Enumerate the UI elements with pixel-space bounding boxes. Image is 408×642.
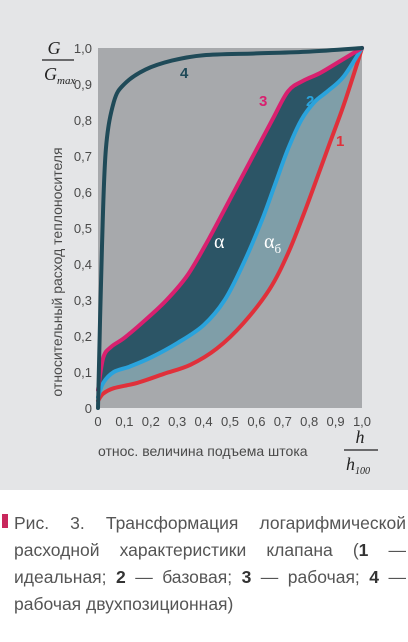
y-tick-label: 1,0 [74,41,92,56]
series-1-label: 1 [336,133,344,150]
series-4-label: 4 [180,65,189,82]
caption-text: Рис. 3. Трансформация логарифмической ра… [14,513,406,614]
x-fraction-denominator: h100 [346,454,370,477]
x-axis-label: относ. величина подъема штока [98,443,308,459]
x-tick-label: 0,3 [168,414,186,429]
x-tick-label: 0,4 [195,414,213,429]
series-2-label: 2 [306,93,314,110]
series-3-label: 3 [259,93,267,110]
y-tick-label: 0,4 [74,257,92,272]
y-axis-label: относительный расход теплоносителя [49,147,65,396]
x-tick-label: 0 [94,414,101,429]
x-tick-label: 1,0 [353,414,371,429]
region-alpha-b-label: αб [264,231,281,256]
x-tick-label: 0,7 [274,414,292,429]
y-tick-label: 0,9 [74,77,92,92]
figure-panel: 0 0,1 0,2 0,3 0,4 0,5 0,6 0,7 0,8 0,9 1,0 0 0,1 0,2 0,… [0,0,408,490]
y-tick-label: 0,5 [74,221,92,236]
caption-marker [2,514,8,528]
y-tick-label: 0,2 [74,329,92,344]
x-tick-label: 0,5 [221,414,239,429]
series-line-4 [96,46,364,410]
series-line-2 [96,46,364,400]
region-fill-1 [98,48,362,398]
region-fill-2 [98,48,362,401]
series-line-1 [96,46,364,403]
chart: 0 0,1 0,2 0,3 0,4 0,5 0,6 0,7 0,8 0,9 1,0 0 0,1 0,2 0,… [42,38,378,477]
y-tick-label: 0,1 [74,365,92,380]
x-fraction-numerator: h [356,427,365,447]
y-tick-label: 0,6 [74,185,92,200]
x-tick-label: 0,1 [115,414,133,429]
region-alpha-label: α [214,231,225,253]
y-tick-label: 0,8 [74,113,92,128]
y-fraction-denominator: Gmax [44,64,75,87]
y-tick-label: 0,3 [74,293,92,308]
x-tick-label: 0,6 [247,414,265,429]
x-tick-label: 0,2 [142,414,160,429]
y-tick-label: 0,7 [74,149,92,164]
figure-caption: Рис. 3. Трансформация логарифмической ра… [0,510,408,630]
x-tick-label: 0,8 [300,414,318,429]
series-line-3 [96,46,364,392]
x-tick-label: 0,9 [327,414,345,429]
y-fraction-numerator: G [48,38,61,58]
y-tick-label: 0 [85,401,92,416]
